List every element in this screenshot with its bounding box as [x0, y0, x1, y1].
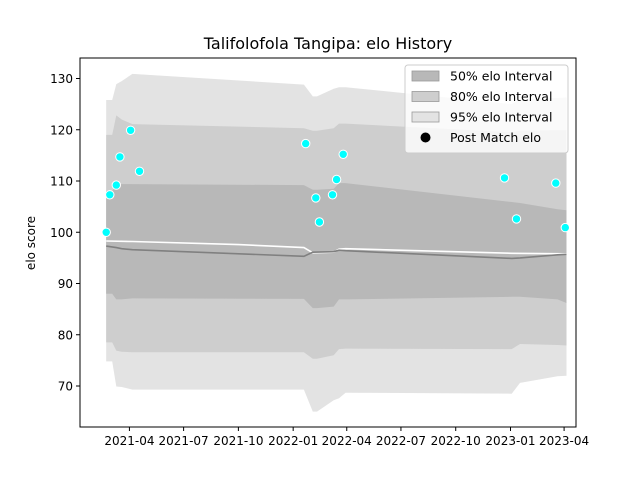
interval-bands — [106, 73, 567, 412]
legend-marker — [420, 132, 431, 143]
post-match-point — [327, 190, 338, 200]
y-tick-label: 120 — [50, 123, 73, 137]
y-tick-label: 70 — [58, 380, 73, 394]
x-tick-label: 2022-01 — [268, 434, 318, 448]
post-match-point — [551, 178, 561, 188]
y-tick-label: 130 — [50, 72, 73, 86]
legend-swatch — [411, 70, 440, 82]
post-match-point — [338, 149, 348, 160]
post-match-points — [101, 125, 570, 238]
y-tick-label: 90 — [58, 277, 73, 291]
chart-title: Talifolofola Tangipa: elo History — [203, 34, 452, 53]
post-match-point — [301, 138, 311, 149]
post-match-point — [134, 166, 145, 177]
x-tick-label: 2022-04 — [322, 434, 372, 448]
post-match-point — [511, 214, 522, 224]
legend-label: 80% elo Interval — [450, 89, 552, 104]
x-tick-label: 2021-07 — [159, 434, 209, 448]
post-match-point — [125, 125, 136, 136]
plot-frame — [79, 57, 577, 428]
post-match-point — [105, 190, 115, 200]
post-match-point — [311, 193, 321, 203]
post-match-point — [101, 227, 111, 238]
x-tick-label: 2021-10 — [213, 434, 263, 448]
post-match-point — [499, 173, 510, 183]
legend-label: 50% elo Interval — [450, 69, 552, 84]
y-axis-label: elo score — [24, 216, 38, 270]
post-match-point — [314, 217, 325, 227]
x-tick-label: 2023-04 — [539, 434, 589, 448]
y-tick-label: 100 — [50, 226, 73, 240]
legend-swatch — [411, 111, 440, 123]
y-axis-ticks: 70 80 90 100 110 120 130 — [50, 72, 80, 394]
legend-box — [404, 64, 569, 154]
post-match-point — [115, 152, 125, 162]
post-match-point — [331, 174, 342, 185]
legend: 50% elo Interval 80% elo Interval 95% elo … — [404, 64, 569, 154]
trend-lines — [106, 240, 567, 260]
y-tick-label: 80 — [58, 328, 73, 342]
x-tick-label: 2022-10 — [431, 434, 481, 448]
median-line — [106, 245, 567, 260]
legend-swatch — [411, 91, 440, 102]
x-tick-label: 2023-01 — [485, 434, 535, 448]
y-tick-label: 110 — [50, 175, 73, 189]
post-match-point — [111, 180, 122, 190]
x-tick-label: 2022-07 — [376, 434, 426, 448]
x-axis-ticks: 2021-04 2021-07 2021-10 2022-01 2022-04 2022-… — [104, 427, 589, 448]
legend-label: Post Match elo — [450, 130, 541, 145]
post-match-point — [560, 222, 570, 233]
interval-band-2 — [106, 183, 567, 309]
x-tick-label: 2021-04 — [104, 434, 154, 448]
legend-label: 95% elo Interval — [450, 110, 552, 125]
